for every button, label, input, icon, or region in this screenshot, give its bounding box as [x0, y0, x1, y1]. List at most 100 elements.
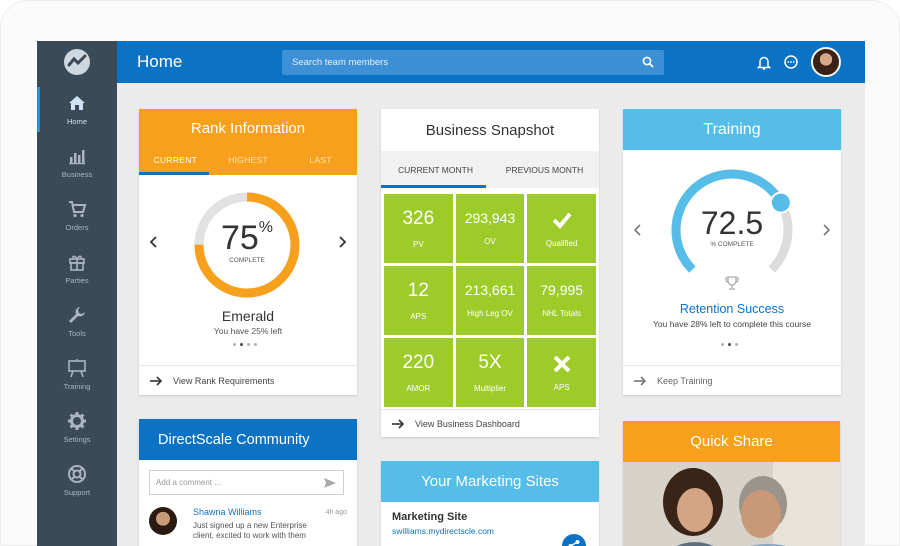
app-screen: Home Business Orders Parties Tools Train… — [37, 41, 865, 546]
tab-highest[interactable]: HIGHEST — [228, 155, 268, 165]
bell-icon[interactable] — [757, 55, 771, 70]
post-message-line: client, excited to work with them — [193, 531, 306, 541]
couple-photo-image — [623, 462, 840, 546]
search-placeholder: Search team members — [292, 56, 389, 68]
metric-tile-qualified[interactable]: Qualified — [527, 194, 596, 263]
metric-tile-ov[interactable]: 293,943 OV — [455, 194, 525, 263]
sidebar-item-tools[interactable]: Tools — [37, 295, 117, 348]
view-business-dashboard-label: View Business Dashboard — [415, 418, 520, 429]
rank-name: Emerald — [221, 308, 275, 324]
community-post: Shawna Williams Just signed up a new Ent… — [149, 507, 347, 542]
carousel-dot[interactable] — [247, 343, 250, 346]
gauge-fill — [671, 169, 785, 273]
rank-carousel-dots — [233, 343, 257, 346]
metric-label: AMOR — [406, 383, 431, 393]
chevron-right-icon[interactable] — [819, 223, 833, 237]
marketing-site-url[interactable]: swilliams.mydirectscle.com — [392, 526, 495, 536]
training-progress-gauge — [671, 169, 793, 273]
search-icon[interactable] — [642, 56, 654, 68]
metric-label: APS — [410, 311, 427, 321]
tab-current-month[interactable]: CURRENT MONTH — [398, 164, 473, 175]
rank-information-card: Rank Information CURRENT HIGHEST LAST 75… — [139, 109, 357, 395]
metric-tile-high-leg-ov[interactable]: 213,661 High Leg OV — [455, 266, 525, 335]
chat-icon[interactable] — [783, 54, 799, 70]
sidebar-item-label: Business — [61, 170, 93, 179]
metric-label: PV — [412, 239, 424, 249]
user-avatar[interactable] — [811, 47, 841, 77]
rank-percent: 75% — [192, 219, 302, 258]
metric-tile-nhl-totals[interactable]: 79,995 NHL Totals — [527, 266, 596, 335]
share-button[interactable] — [562, 534, 586, 546]
chevron-left-icon[interactable] — [631, 223, 645, 237]
check-icon — [552, 212, 572, 229]
post-avatar[interactable] — [149, 507, 177, 535]
arrow-right-icon — [392, 418, 405, 429]
share-icon — [568, 540, 580, 546]
keep-training-link[interactable]: Keep Training — [623, 365, 841, 395]
metric-value: 79,995 — [540, 282, 584, 298]
business-snapshot-card: Business Snapshot CURRENT MONTH PREVIOUS… — [381, 109, 599, 437]
carousel-dot[interactable] — [735, 343, 738, 346]
carousel-dot[interactable] — [233, 343, 236, 346]
carousel-dot[interactable] — [254, 343, 257, 346]
comment-input[interactable]: Add a comment ... — [149, 470, 344, 495]
sidebar: Home Business Orders Parties Tools Train… — [37, 41, 117, 546]
carousel-dot[interactable] — [728, 343, 731, 346]
sidebar-item-parties[interactable]: Parties — [37, 242, 117, 295]
rank-ring-fill — [194, 192, 300, 298]
sidebar-item-orders[interactable]: Orders — [37, 189, 117, 242]
view-rank-requirements-link[interactable]: View Rank Requirements — [139, 365, 357, 395]
keep-training-label: Keep Training — [657, 375, 713, 386]
app-logo[interactable] — [37, 41, 117, 83]
search-input[interactable]: Search team members — [282, 49, 664, 75]
sidebar-item-support[interactable]: Support — [37, 454, 117, 507]
metric-tile-pv[interactable]: 326 PV — [384, 194, 453, 263]
tab-last[interactable]: LAST — [309, 155, 332, 165]
metric-tile-aps-status[interactable]: APS — [527, 338, 596, 407]
metric-tile-amor[interactable]: 220 AMOR — [384, 338, 453, 407]
rank-percent-value: 75 — [220, 219, 259, 257]
rank-percent-sign: % — [258, 219, 274, 236]
sidebar-item-label: Support — [63, 488, 91, 497]
metric-tile-aps[interactable]: 12 APS — [384, 266, 453, 335]
send-icon[interactable] — [323, 477, 337, 489]
tab-previous-month[interactable]: PREVIOUS MONTH — [505, 164, 584, 175]
post-message-line: Just signed up a new Enterprise — [193, 521, 307, 530]
post-author[interactable]: Shawna Williams — [193, 507, 262, 517]
sidebar-item-training[interactable]: Training — [37, 348, 117, 401]
chevron-left-icon[interactable] — [147, 235, 161, 249]
sidebar-item-home[interactable]: Home — [37, 83, 117, 136]
metric-label: OV — [484, 237, 496, 246]
home-icon — [69, 96, 85, 110]
carousel-dot[interactable] — [240, 343, 243, 346]
training-remaining: You have 28% left to complete this cours… — [653, 319, 811, 329]
training-course-name[interactable]: Retention Success — [679, 302, 785, 316]
gift-icon — [69, 255, 85, 271]
rank-progress-ring — [194, 192, 300, 298]
chevron-right-icon[interactable] — [335, 235, 349, 249]
sidebar-item-business[interactable]: Business — [37, 136, 117, 189]
view-business-dashboard-link[interactable]: View Business Dashboard — [381, 409, 599, 437]
quick-share-photo[interactable] — [623, 462, 840, 546]
quick-share-card: Quick Share — [623, 421, 840, 546]
sidebar-item-settings[interactable]: Settings — [37, 401, 117, 454]
tab-current[interactable]: CURRENT — [153, 155, 198, 165]
training-value: 72.5 — [700, 205, 764, 241]
logo-icon — [64, 49, 90, 75]
metric-label: APS — [553, 383, 570, 392]
sidebar-item-label: Training — [63, 382, 91, 391]
sidebar-item-label: Tools — [68, 329, 86, 338]
carousel-dot[interactable] — [721, 343, 724, 346]
metric-label: Qualified — [545, 239, 578, 248]
active-tab-indicator — [139, 172, 209, 175]
metric-tile-multiplier[interactable]: 5X Multiplier — [455, 338, 525, 407]
gear-icon — [68, 412, 86, 430]
bar-chart-icon — [69, 150, 85, 165]
x-icon — [553, 355, 571, 373]
active-tab-indicator — [381, 185, 486, 188]
wrench-icon — [69, 307, 85, 323]
quick-share-title: Quick Share — [623, 421, 840, 462]
post-time: 4h ago — [325, 509, 347, 516]
community-title: DirectScale Community — [139, 419, 357, 460]
